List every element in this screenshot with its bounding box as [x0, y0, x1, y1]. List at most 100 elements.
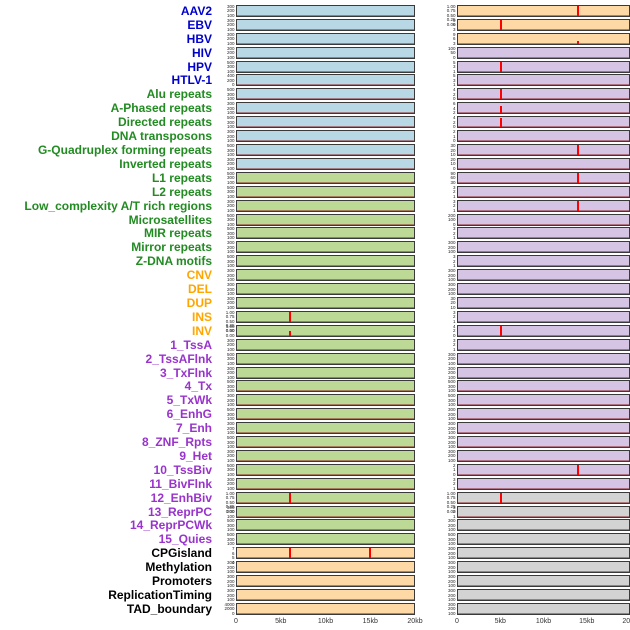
y-tick-label: 0.75 [225, 314, 235, 320]
y-tick-label: 3 [452, 309, 456, 315]
signal-panel-right [457, 157, 630, 170]
y-tick-label: 300 [447, 365, 456, 371]
zero-baseline [237, 473, 414, 475]
signal-panel-right [457, 144, 630, 157]
row-label: 14_ReprPCWk [129, 518, 212, 533]
y-tick-label: 3 [452, 184, 456, 190]
zero-baseline [237, 348, 414, 350]
y-axis-ticks-right: 300 200 100 [415, 547, 457, 560]
zero-baseline [237, 446, 414, 448]
y-tick-label: 100 [226, 457, 235, 463]
row-label: Promoters [151, 574, 212, 589]
y-tick-label: 100 [226, 346, 235, 352]
y-tick-label: 400 [226, 73, 235, 79]
y-tick-label: 100 [226, 263, 235, 269]
y-axis-ticks-right: 300 200 100 [415, 602, 457, 615]
y-tick-label: 100 [447, 527, 456, 533]
y-axis-ticks-left: 300 200 100 [215, 18, 236, 31]
zero-baseline [237, 84, 414, 86]
signal-panel-right [457, 602, 630, 615]
row-label: DNA transposons [111, 129, 212, 144]
signal-panel-left [236, 463, 415, 476]
signal-panel-right [457, 269, 630, 282]
signal-panel-right [457, 185, 630, 198]
row-label: 5_TxWk [166, 393, 212, 408]
track-row: TAD_boundary 4000 2000 0 300 200 100 [0, 602, 630, 616]
y-tick-label: 200 [226, 22, 235, 28]
signal-panel-left [236, 171, 415, 184]
track-row: HTLV-1 400 200 0 5 3 1 [0, 74, 630, 88]
y-tick-label: 300 [226, 91, 235, 97]
y-tick-label: 2 [452, 203, 456, 209]
y-tick-label: 2 [452, 110, 456, 116]
y-axis-ticks-left: 300 200 100 [215, 32, 236, 45]
track-row: AAV2 300 200 100 1.00 0.75 0.50 0.25 0.00 [0, 4, 630, 26]
signal-panel-right [457, 116, 630, 129]
signal-panel-right [457, 436, 630, 449]
signal-panel-left [236, 185, 415, 198]
y-tick-label: 2 [452, 91, 456, 97]
y-tick-label: 300 [226, 175, 235, 181]
peak-spike [576, 145, 579, 156]
zero-baseline [458, 376, 629, 378]
track-row: Z-DNA motifs 500 300 100 3 2 1 [0, 254, 630, 268]
signal-panel-right [457, 46, 630, 59]
y-axis-ticks-left: 300 200 100 [215, 102, 236, 115]
track-row: DEL 300 200 100 300 200 100 [0, 282, 630, 296]
y-tick-label: 100 [447, 430, 456, 436]
zero-baseline [237, 251, 414, 253]
peak-spike [499, 325, 502, 336]
y-tick-label: 100 [447, 541, 456, 547]
y-axis-ticks-left: 500 300 100 [215, 171, 236, 184]
row-label: Mirror repeats [131, 240, 212, 255]
y-tick-label: 1.00 [225, 490, 235, 496]
y-tick-label: 500 [226, 379, 235, 385]
y-tick-label: 200 [226, 481, 235, 487]
y-tick-label: 1 [452, 207, 456, 213]
signal-panel-left [236, 269, 415, 282]
zero-baseline [458, 28, 629, 30]
y-tick-label: 1.00 [446, 490, 456, 496]
peak-spike [576, 200, 579, 211]
signal-panel-left [236, 519, 415, 532]
row-label: Directed repeats [117, 115, 212, 130]
y-tick-label: 300 [447, 448, 456, 454]
zero-baseline [237, 557, 414, 559]
zero-baseline [458, 529, 629, 531]
zero-baseline [458, 126, 629, 128]
track-row: DUP 300 200 100 30 20 10 [0, 296, 630, 310]
y-tick-label: 300 [226, 393, 235, 399]
track-row: MIR repeats 500 300 100 3 2 1 [0, 227, 630, 241]
y-tick-label: 200 [226, 425, 235, 431]
y-tick-label: 0.50 [225, 328, 235, 334]
row-label: 6_EnhG [166, 407, 212, 422]
y-axis-ticks-left: 500 300 100 [215, 352, 236, 365]
y-axis-ticks-left: 500 300 100 [215, 88, 236, 101]
signal-panel-right [457, 561, 630, 574]
y-axis-ticks-left: 300 200 100 [215, 449, 236, 463]
y-tick-label: 3 [452, 254, 456, 260]
y-tick-label: 300 [226, 476, 235, 482]
peak-spike [289, 330, 292, 336]
y-tick-label: 100 [447, 45, 456, 51]
track-row: 4_Tx 500 300 100 500 300 100 [0, 379, 630, 393]
y-tick-label: 0 [452, 138, 456, 144]
y-axis-ticks-left: 300 200 100 [215, 241, 236, 254]
track-row: 9_Het 300 200 100 300 200 100 [0, 449, 630, 463]
signal-panel-right [457, 74, 630, 87]
y-tick-label: 100 [226, 597, 235, 603]
signal-panel-left [236, 199, 415, 212]
y-tick-label: 0 [231, 610, 235, 616]
x-tick-label: 10kb [535, 617, 552, 625]
y-tick-label: 200 [226, 133, 235, 139]
y-tick-label: 300 [447, 560, 456, 566]
track-row: Promoters 300 200 100 300 200 100 [0, 574, 630, 588]
y-tick-label: 200 [447, 606, 456, 612]
zero-baseline [237, 237, 414, 239]
signal-panel-left [236, 74, 415, 87]
zero-baseline [458, 404, 629, 406]
y-tick-label: 300 [226, 356, 235, 362]
y-tick-label: 100 [447, 249, 456, 255]
y-axis-ticks-left: 300 200 100 [215, 476, 236, 490]
